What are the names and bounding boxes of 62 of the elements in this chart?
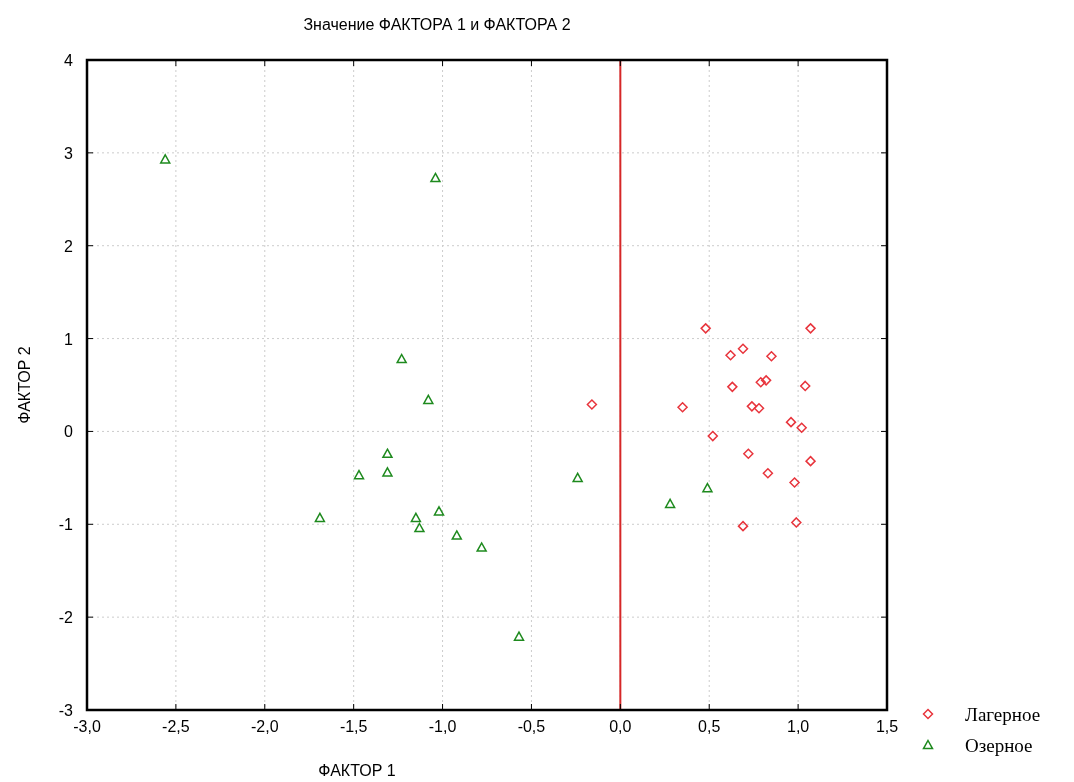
- point: [451, 530, 463, 540]
- point: [727, 381, 738, 393]
- point: [513, 631, 525, 641]
- x-tick-label: -2,0: [250, 718, 279, 735]
- x-tick-label: 0,0: [609, 718, 632, 735]
- y-tick-label: 0: [64, 423, 74, 441]
- x-tick-label: -0,5: [517, 718, 546, 735]
- point: [762, 467, 774, 479]
- point: [707, 430, 719, 442]
- y-tick-label: 1: [64, 330, 74, 348]
- point: [586, 399, 598, 410]
- point: [430, 172, 441, 183]
- point: [805, 455, 816, 467]
- x-tick-label: -2,5: [162, 718, 190, 735]
- point: [433, 506, 445, 516]
- legend-label: Озерное: [965, 735, 1033, 756]
- point: [677, 402, 688, 413]
- point: [410, 512, 422, 523]
- x-tick-label: -3,0: [73, 718, 101, 735]
- point: [159, 154, 171, 164]
- point: [789, 477, 800, 488]
- point: [746, 401, 758, 412]
- x-tick-label: -1,5: [339, 718, 368, 735]
- point: [743, 448, 754, 459]
- point: [737, 343, 749, 355]
- point: [423, 394, 434, 405]
- x-tick-label: 1,5: [875, 718, 899, 735]
- point: [725, 350, 736, 361]
- point: [753, 402, 765, 414]
- point: [353, 469, 365, 480]
- point: [414, 522, 425, 533]
- y-tick-label: -2: [58, 609, 74, 627]
- point: [572, 472, 583, 483]
- point: [396, 353, 407, 364]
- y-axis-title: ФАКТОР 2: [16, 346, 33, 424]
- point: [702, 482, 713, 493]
- point: [799, 380, 811, 392]
- x-tick-label: 1,0: [786, 718, 810, 735]
- point: [382, 467, 393, 477]
- point: [476, 542, 487, 552]
- point: [796, 422, 807, 433]
- y-tick-label: 3: [64, 144, 74, 162]
- point: [766, 350, 777, 362]
- legend-label: Лагерное: [965, 704, 1041, 725]
- y-tick-label: -1: [58, 516, 74, 534]
- point: [755, 376, 767, 388]
- point: [805, 323, 816, 334]
- y-tick-label: -3: [58, 702, 74, 719]
- x-tick-label: -1,0: [428, 718, 457, 735]
- point: [382, 448, 393, 459]
- point: [314, 512, 326, 523]
- y-tick-label: 2: [64, 237, 74, 255]
- point: [700, 323, 711, 334]
- x-tick-label: 0,5: [698, 718, 721, 735]
- point: [785, 416, 797, 428]
- y-tick-label: 4: [64, 52, 74, 69]
- point: [791, 517, 802, 528]
- point: [737, 520, 749, 532]
- point: [760, 375, 772, 386]
- x-axis-title: ФАКТОР 1: [318, 762, 396, 779]
- point: [664, 498, 676, 509]
- chart-title: Значение ФАКТОРА 1 и ФАКТОРА 2: [303, 16, 571, 33]
